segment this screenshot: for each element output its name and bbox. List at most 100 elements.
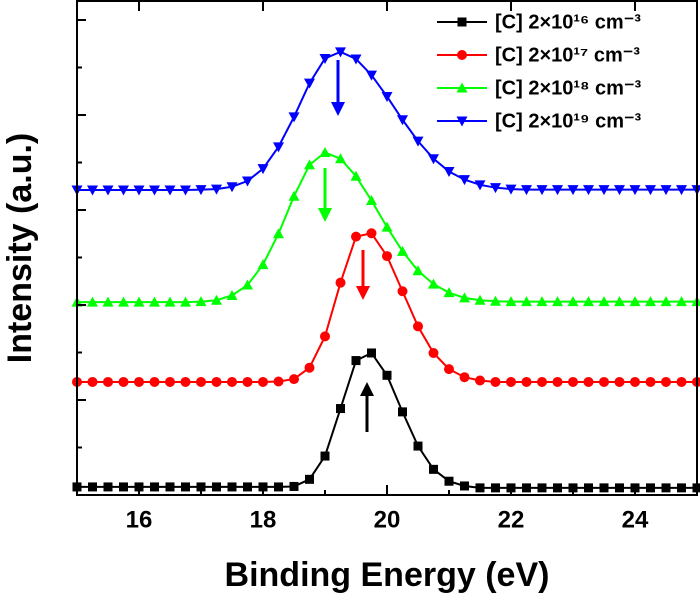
marker bbox=[412, 265, 424, 276]
marker bbox=[133, 296, 145, 307]
marker bbox=[614, 185, 625, 196]
peak-arrows bbox=[318, 60, 374, 432]
marker bbox=[196, 482, 206, 492]
arrow-head bbox=[356, 286, 370, 300]
marker bbox=[149, 376, 160, 387]
x-axis-label: Binding Energy (eV) bbox=[225, 556, 550, 594]
marker bbox=[149, 296, 160, 307]
x-tick-label: 18 bbox=[250, 506, 277, 533]
marker bbox=[583, 376, 594, 387]
marker bbox=[660, 296, 672, 307]
marker bbox=[226, 182, 238, 193]
marker bbox=[336, 404, 345, 414]
marker bbox=[521, 185, 532, 196]
marker bbox=[180, 296, 191, 307]
marker bbox=[475, 375, 485, 386]
marker bbox=[133, 185, 145, 196]
marker bbox=[134, 376, 144, 387]
marker bbox=[521, 376, 532, 387]
marker bbox=[118, 376, 129, 387]
marker bbox=[180, 185, 191, 196]
marker bbox=[536, 296, 548, 307]
marker bbox=[195, 296, 207, 307]
marker bbox=[413, 441, 423, 451]
arrow-head bbox=[318, 208, 332, 222]
marker bbox=[459, 175, 470, 186]
marker bbox=[629, 296, 641, 307]
marker bbox=[630, 376, 640, 387]
marker bbox=[599, 376, 609, 387]
marker bbox=[552, 376, 563, 387]
marker bbox=[397, 115, 408, 126]
marker bbox=[242, 376, 253, 387]
marker bbox=[180, 376, 191, 387]
marker bbox=[397, 245, 408, 256]
marker bbox=[366, 195, 377, 205]
marker bbox=[103, 376, 113, 387]
marker bbox=[289, 481, 299, 491]
marker bbox=[568, 376, 578, 387]
marker bbox=[491, 483, 500, 493]
marker bbox=[381, 221, 393, 232]
x-tick-label: 24 bbox=[622, 506, 649, 533]
legend-label: [C] 2×10¹⁶ cm⁻³ bbox=[495, 11, 641, 33]
arrow-head bbox=[360, 382, 374, 396]
marker bbox=[660, 185, 672, 196]
marker bbox=[118, 296, 129, 307]
marker bbox=[366, 228, 377, 239]
marker bbox=[257, 164, 269, 175]
marker bbox=[474, 294, 486, 305]
marker bbox=[273, 228, 284, 239]
legend-label: [C] 2×10¹⁹ cm⁻³ bbox=[495, 110, 642, 132]
marker bbox=[164, 296, 176, 307]
marker bbox=[304, 159, 315, 170]
marker bbox=[536, 185, 548, 196]
marker bbox=[552, 296, 563, 307]
marker bbox=[350, 54, 362, 65]
marker bbox=[428, 347, 439, 358]
marker bbox=[444, 476, 454, 486]
marker bbox=[196, 376, 206, 387]
marker bbox=[522, 483, 531, 493]
marker bbox=[567, 185, 579, 196]
legend-marker bbox=[457, 50, 467, 60]
marker bbox=[320, 331, 330, 342]
marker bbox=[676, 296, 687, 307]
marker bbox=[598, 296, 610, 307]
marker bbox=[413, 321, 423, 332]
marker bbox=[459, 372, 470, 383]
marker bbox=[598, 185, 610, 196]
legend-marker bbox=[456, 82, 468, 93]
marker bbox=[397, 286, 408, 297]
marker bbox=[242, 279, 253, 290]
marker bbox=[490, 376, 501, 387]
marker bbox=[646, 483, 655, 493]
marker bbox=[351, 356, 361, 366]
marker bbox=[335, 47, 346, 58]
marker bbox=[490, 295, 501, 306]
arrow-head bbox=[331, 102, 345, 116]
marker bbox=[459, 292, 470, 303]
marker bbox=[614, 296, 625, 307]
marker bbox=[429, 464, 438, 474]
marker bbox=[661, 376, 671, 387]
marker bbox=[118, 185, 129, 196]
marker bbox=[289, 374, 299, 385]
marker bbox=[88, 482, 97, 492]
marker bbox=[181, 482, 190, 492]
plot-frame bbox=[76, 0, 698, 496]
marker bbox=[460, 481, 469, 491]
marker bbox=[645, 296, 656, 307]
x-tick-label: 22 bbox=[498, 506, 525, 533]
marker bbox=[319, 53, 331, 64]
marker bbox=[273, 142, 284, 153]
marker bbox=[474, 180, 486, 191]
marker bbox=[599, 483, 609, 493]
marker bbox=[87, 296, 98, 307]
marker bbox=[412, 136, 424, 147]
marker bbox=[274, 482, 283, 492]
marker bbox=[645, 376, 656, 387]
marker bbox=[382, 370, 392, 380]
marker bbox=[584, 483, 593, 493]
marker bbox=[677, 483, 686, 493]
